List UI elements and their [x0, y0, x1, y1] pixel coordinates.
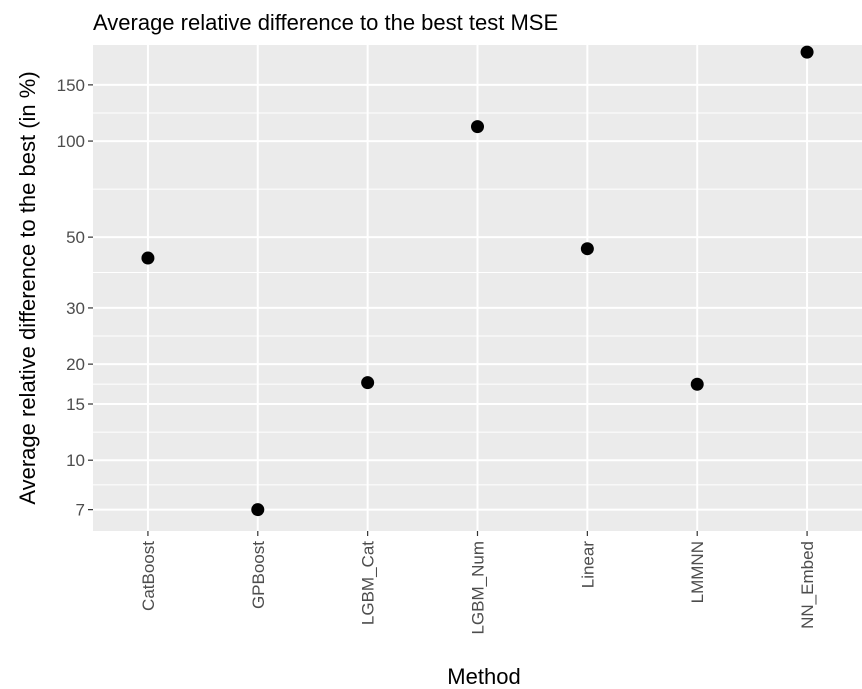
data-point	[361, 376, 375, 390]
data-point	[141, 251, 155, 265]
x-tick-label: LGBM_Cat	[359, 541, 378, 625]
y-tick-label: 30	[66, 299, 85, 318]
y-axis: 7 10 15 20 30 50 100 150	[57, 76, 93, 520]
data-point	[580, 242, 594, 256]
data-points	[141, 45, 814, 517]
x-tick-label: LMMNN	[688, 541, 707, 603]
x-axis-title: Method	[447, 664, 520, 689]
x-tick-label: Linear	[578, 541, 597, 589]
data-point	[690, 377, 704, 391]
y-tick-label: 150	[57, 76, 85, 95]
grid-lines	[93, 45, 862, 531]
y-tick-label: 7	[76, 501, 85, 520]
data-point	[471, 120, 484, 134]
x-tick-label: NN_Embed	[798, 541, 817, 629]
chart-title: Average relative difference to the best …	[93, 10, 558, 35]
x-tick-label: LGBM_Num	[469, 541, 488, 635]
y-tick-label: 50	[66, 228, 85, 247]
x-axis: CatBoost GPBoost LGBM_Cat LGBM_Num Linear LMM…	[139, 531, 817, 635]
x-tick-label: CatBoost	[139, 541, 158, 611]
y-tick-label: 100	[57, 132, 85, 151]
data-point	[800, 45, 814, 59]
y-tick-label: 15	[66, 395, 85, 414]
data-point	[251, 503, 265, 517]
y-tick-label: 10	[66, 451, 85, 470]
y-tick-label: 20	[66, 355, 85, 374]
x-tick-label: GPBoost	[249, 541, 268, 609]
y-axis-title: Average relative difference to the best …	[15, 71, 40, 504]
